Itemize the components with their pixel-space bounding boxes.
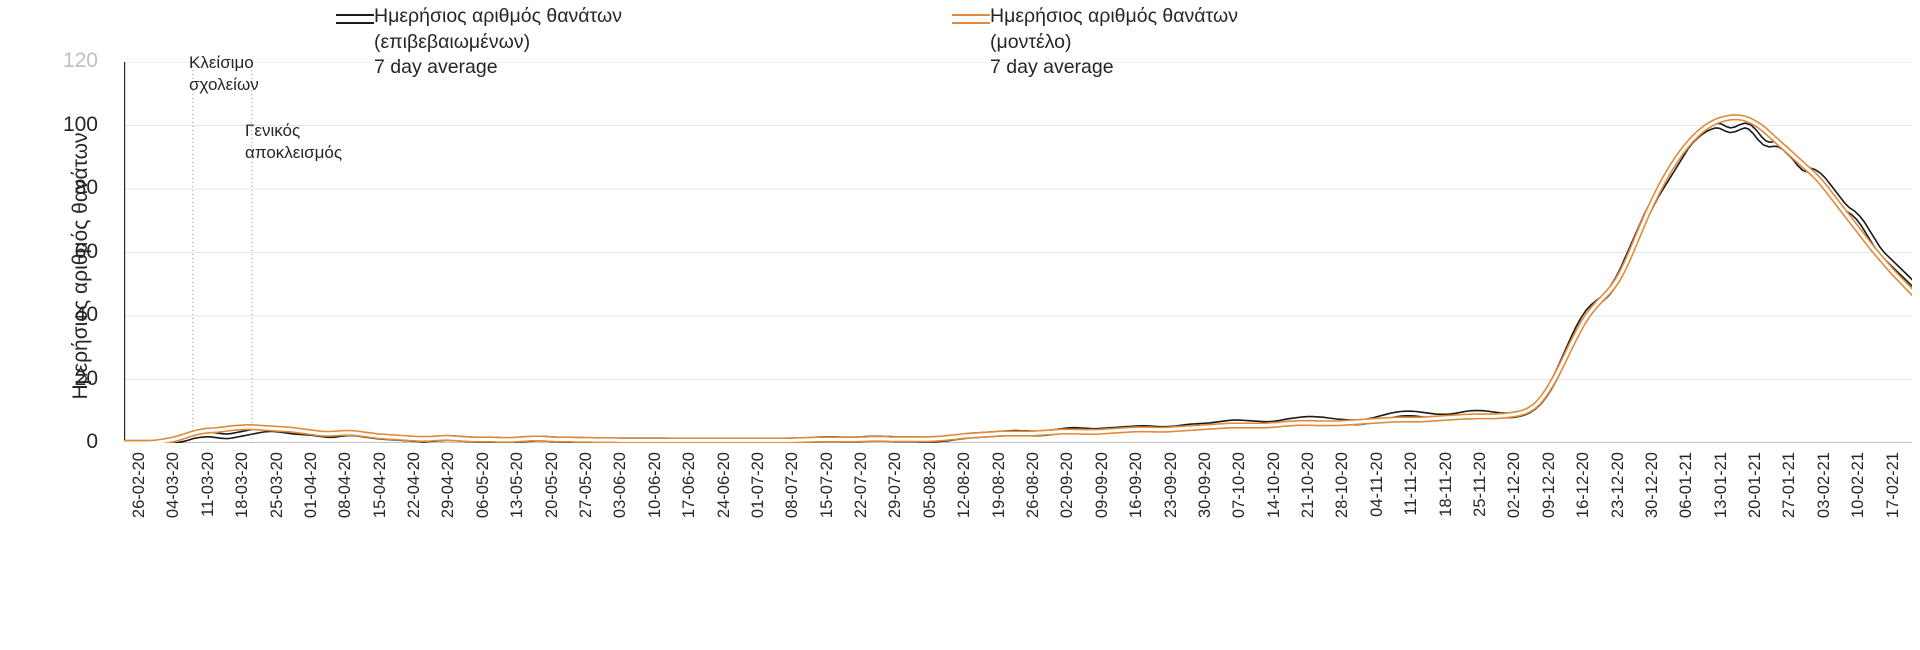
x-axis-tick-label: 02-12-20	[1505, 452, 1524, 519]
x-axis-tick-label: 22-07-20	[852, 452, 871, 519]
annotation-school-closure-line2: σχολείων	[189, 75, 259, 94]
y-axis-tick-80: 80	[74, 176, 98, 199]
x-axis-tick-label: 03-02-21	[1814, 452, 1833, 519]
x-axis-tick-labels: 26-02-20 04-03-20 11-03-20 18-03-20 25-03-20…	[124, 452, 1920, 650]
x-axis-tick-label: 16-12-20	[1574, 452, 1593, 519]
x-axis-tick-label: 26-08-20	[1024, 452, 1042, 519]
legend-line-swatch-confirmed-icon	[336, 9, 374, 25]
x-axis-tick-label: 29-07-20	[886, 452, 905, 519]
x-axis-tick-label: 23-12-20	[1608, 452, 1627, 519]
x-axis-tick-label: 25-03-20	[267, 452, 286, 519]
x-axis-tick-label: 01-04-20	[301, 452, 320, 519]
series-model	[124, 114, 1912, 443]
x-axis-tick-label: 30-12-20	[1642, 452, 1661, 519]
x-axis-tick-label: 20-01-21	[1746, 452, 1765, 519]
annotation-school-closure-line1: Κλείσιμο	[189, 53, 254, 72]
annotation-general-lockdown: Γενικός αποκλεισμός	[245, 120, 342, 164]
series-line-core	[124, 115, 1912, 443]
y-axis-tick-120: 120	[62, 49, 98, 72]
x-axis-tick-label: 11-03-20	[198, 452, 217, 517]
legend-label-confirmed-line2: (επιβεβαιωμένων)	[374, 30, 531, 53]
legend-label-model-line2: (μοντέλο)	[990, 30, 1072, 53]
y-axis-tick-labels: 0 20 40 60 80 100 120	[36, 0, 98, 650]
y-axis-tick-40: 40	[74, 303, 98, 326]
y-axis-tick-20: 20	[74, 366, 98, 390]
x-axis-tick-label: 04-11-20	[1367, 452, 1386, 517]
x-axis-tick-label: 27-01-21	[1780, 452, 1799, 519]
x-axis-tick-label: 13-05-20	[508, 452, 527, 519]
x-axis-tick-label: 10-02-21	[1849, 452, 1868, 519]
x-axis-tick-label: 24-06-20	[714, 452, 733, 519]
x-axis-tick-label: 12-08-20	[955, 452, 974, 519]
x-axis-tick-label: 06-01-21	[1677, 452, 1696, 519]
x-axis-tick-label: 11-11-20	[1402, 452, 1421, 516]
y-axis-tick-60: 60	[74, 239, 98, 263]
x-axis-tick-label: 02-09-20	[1058, 452, 1077, 519]
x-axis-tick-label: 05-08-20	[920, 452, 939, 519]
series-confirmed	[124, 122, 1912, 443]
x-axis-tick-label: 29-04-20	[439, 452, 458, 519]
annotation-general-lockdown-line2: αποκλεισμός	[245, 143, 343, 162]
x-axis-tick-label: 20-05-20	[542, 452, 561, 519]
x-axis-tick-label: 03-06-20	[611, 452, 630, 519]
plot-svg	[124, 62, 1912, 443]
x-axis-tick-label: 22-04-20	[405, 452, 424, 519]
x-axis-tick-label: 08-04-20	[336, 452, 355, 519]
x-axis-tick-label: 25-11-20	[1471, 452, 1489, 517]
legend-line-swatch-model-icon	[952, 9, 990, 25]
x-axis-tick-label: 01-07-20	[748, 452, 767, 519]
annotation-general-lockdown-line1: Γενικός	[245, 121, 301, 140]
x-axis-tick-label: 13-01-21	[1711, 452, 1730, 519]
x-axis-tick-label: 06-05-20	[473, 452, 492, 519]
x-axis-tick-label: 17-06-20	[680, 452, 699, 519]
x-axis-tick-label: 30-09-20	[1195, 452, 1214, 519]
x-axis-tick-label: 16-09-20	[1127, 452, 1146, 519]
x-axis-tick-label: 14-10-20	[1264, 452, 1283, 519]
x-axis-tick-label: 26-02-20	[130, 452, 148, 519]
legend-label-confirmed-line1: Ημερήσιος αριθμός θανάτων	[374, 5, 622, 27]
x-axis-tick-label: 23-09-20	[1161, 452, 1180, 519]
x-axis-tick-label: 10-06-20	[645, 452, 664, 519]
x-axis-tick-label: 15-04-20	[370, 452, 389, 519]
plot-area	[124, 62, 1912, 443]
series-line-outer	[124, 114, 1912, 443]
x-axis-tick-label: 27-05-20	[577, 452, 595, 519]
x-axis-tick-label: 09-09-20	[1092, 452, 1111, 519]
y-axis-tick-100: 100	[62, 112, 98, 136]
x-axis-tick-label: 21-10-20	[1299, 452, 1318, 519]
x-axis-tick-label: 17-02-21	[1883, 452, 1902, 519]
x-axis-tick-label: 18-03-20	[233, 452, 252, 519]
x-axis-tick-label: 18-11-20	[1436, 452, 1455, 517]
y-axis-tick-0: 0	[86, 430, 98, 453]
legend-label-model-line1: Ημερήσιος αριθμός θανάτων	[990, 5, 1238, 27]
x-axis-tick-label: 15-07-20	[817, 452, 836, 519]
x-axis-tick-label: 08-07-20	[783, 452, 802, 519]
x-axis-tick-label: 04-03-20	[164, 452, 183, 519]
x-axis-tick-label: 19-08-20	[989, 452, 1008, 519]
series-line-outer	[124, 122, 1912, 443]
x-axis-tick-label: 09-12-20	[1539, 452, 1558, 519]
x-axis-tick-label: 07-10-20	[1230, 452, 1249, 519]
annotation-school-closure: Κλείσιμο σχολείων	[189, 52, 259, 96]
series-line-core	[124, 124, 1912, 443]
x-axis-tick-label: 28-10-20	[1333, 452, 1352, 519]
